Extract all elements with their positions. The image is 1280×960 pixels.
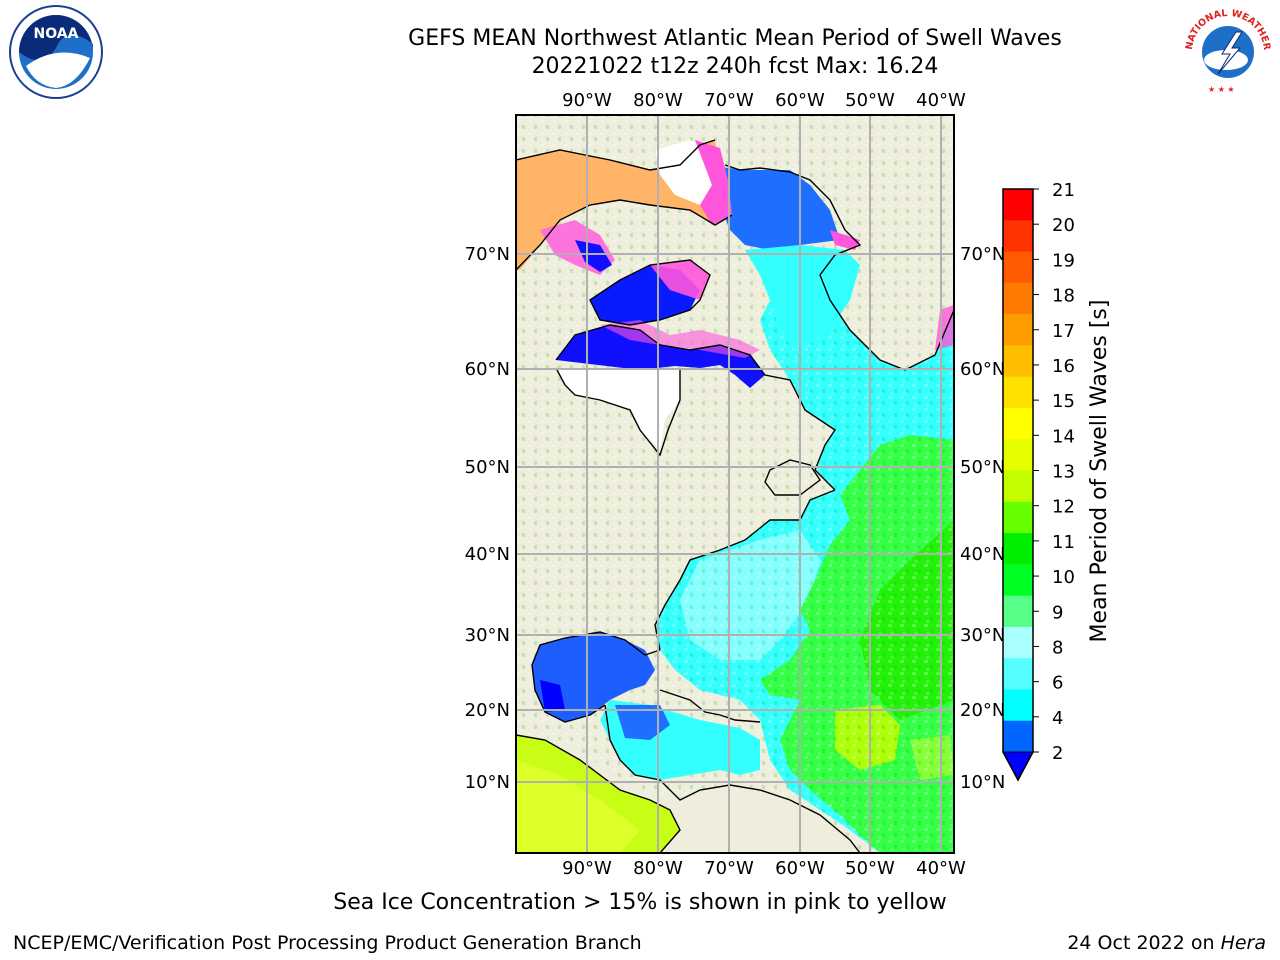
colorbar-tick-label: 8 <box>1052 637 1063 658</box>
colorbar-label: Mean Period of Swell Waves [s] <box>1087 300 1112 643</box>
lat-label-right: 40°N <box>960 544 1005 565</box>
colorbar-tick-label: 21 <box>1052 180 1075 201</box>
colorbar-tick-label: 18 <box>1052 286 1075 307</box>
colorbar-tick-label: 10 <box>1052 567 1075 588</box>
lat-label-right: 30°N <box>960 625 1005 646</box>
nws-logo: NATIONAL WEATHER SERVICE ★ ★ ★ <box>1178 2 1274 96</box>
colorbar-segment <box>1003 595 1033 628</box>
colorbar-segment <box>1003 501 1033 534</box>
lon-label-bottom: 50°W <box>845 858 895 879</box>
colorbar-segment <box>1003 345 1033 378</box>
lon-label-top: 90°W <box>562 90 612 111</box>
graticule <box>516 115 954 853</box>
colorbar-tick-label: 12 <box>1052 497 1075 518</box>
sea-ice-note: Sea Ice Concentration > 15% is shown in … <box>333 890 947 915</box>
colorbar-tick-label: 6 <box>1052 673 1063 694</box>
lat-label-left: 70°N <box>465 244 510 265</box>
colorbar-segment <box>1003 658 1033 690</box>
colorbar-segment <box>1003 220 1033 253</box>
map-frame <box>515 114 955 854</box>
colorbar-tick-label: 2 <box>1052 743 1063 764</box>
map-subtitle: 20221022 t12z 240h fcst Max: 16.24 <box>531 54 939 79</box>
colorbar-segment <box>1003 564 1033 597</box>
map-title: GEFS MEAN Northwest Atlantic Mean Period… <box>408 26 1062 51</box>
colorbar-segment <box>1003 470 1033 503</box>
credit-line: NCEP/EMC/Verification Post Processing Pr… <box>13 932 642 954</box>
lat-label-left: 60°N <box>465 359 510 380</box>
colorbar <box>1002 188 1034 782</box>
colorbar-segment <box>1003 314 1033 346</box>
colorbar-segment <box>1003 720 1033 753</box>
colorbar-segment <box>1003 689 1033 722</box>
colorbar-under-arrow <box>1002 751 1034 782</box>
noaa-logo: NOAA <box>9 5 103 99</box>
colorbar-segment <box>1003 376 1033 409</box>
colorbar-tick-label: 14 <box>1052 426 1075 447</box>
lon-label-top: 70°W <box>704 90 754 111</box>
colorbar-tick-label: 11 <box>1052 532 1075 553</box>
lat-label-left: 40°N <box>465 544 510 565</box>
colorbar-tick-label: 13 <box>1052 462 1075 483</box>
host-name: Hera <box>1220 932 1266 954</box>
lon-label-bottom: 90°W <box>562 858 612 879</box>
lon-label-bottom: 40°W <box>916 858 966 879</box>
lon-label-bottom: 70°W <box>704 858 754 879</box>
lat-label-left: 30°N <box>465 625 510 646</box>
lon-label-top: 60°W <box>775 90 825 111</box>
coastlines <box>516 139 954 853</box>
lat-label-right: 60°N <box>960 359 1005 380</box>
sea-ice-pink <box>695 140 732 225</box>
colorbar-segment <box>1003 251 1033 284</box>
lat-label-right: 20°N <box>960 700 1005 721</box>
lon-label-bottom: 60°W <box>775 858 825 879</box>
colorbar-tick-label: 20 <box>1052 215 1075 236</box>
date-text: 24 Oct 2022 on <box>1067 932 1221 954</box>
svg-text:★ ★ ★: ★ ★ ★ <box>1208 85 1235 94</box>
colorbar-segment <box>1003 439 1033 471</box>
colorbar-segment <box>1003 626 1033 659</box>
lon-label-top: 80°W <box>633 90 683 111</box>
date-line: 24 Oct 2022 on Hera <box>1067 932 1266 954</box>
lat-label-right: 70°N <box>960 244 1005 265</box>
colorbar-ticks: 21 20 19 18 17 16 15 14 13 12 11 10 9 8 6 4 2 <box>1033 180 1075 764</box>
lon-label-top: 40°W <box>916 90 966 111</box>
lat-label-right: 50°N <box>960 457 1005 478</box>
lat-label-left: 20°N <box>465 700 510 721</box>
colorbar-tick-label: 4 <box>1052 708 1063 729</box>
lon-label-bottom: 80°W <box>633 858 683 879</box>
colorbar-tick-label: 9 <box>1052 602 1063 623</box>
colorbar-tick-label: 15 <box>1052 391 1075 412</box>
baffin-bay <box>705 165 840 250</box>
colorbar-segment <box>1003 189 1033 221</box>
lon-label-top: 50°W <box>845 90 895 111</box>
hudson-bay <box>556 325 765 388</box>
colorbar-segment <box>1003 407 1033 440</box>
colorbar-tick-label: 16 <box>1052 356 1075 377</box>
lat-label-left: 50°N <box>465 457 510 478</box>
colorbar-tick-label: 17 <box>1052 321 1075 342</box>
lat-label-right: 10°N <box>960 772 1005 793</box>
noaa-logo-text: NOAA <box>34 26 79 42</box>
colorbar-tick-label: 19 <box>1052 250 1075 271</box>
colorbar-frame <box>1002 188 1034 782</box>
colorbar-segment <box>1003 533 1033 565</box>
lat-label-left: 10°N <box>465 772 510 793</box>
colorbar-segment <box>1003 282 1033 315</box>
map-area <box>516 115 954 853</box>
